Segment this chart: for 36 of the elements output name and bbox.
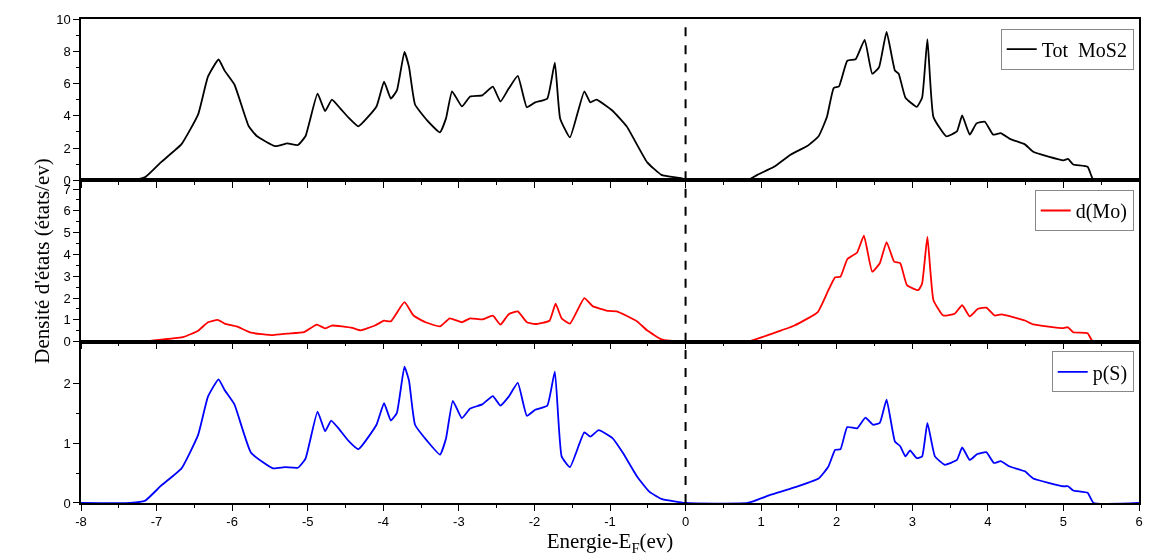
x-tick-label: 5 <box>1059 514 1068 530</box>
x-tick-label: -5 <box>301 514 314 530</box>
y-axis-title: Densité d'états (états/ev) <box>30 158 55 364</box>
y-tick-label: 2 <box>63 290 71 306</box>
x-tick-label: -7 <box>150 514 163 530</box>
x-tick-label: -3 <box>453 514 465 530</box>
x-tick-label: -1 <box>604 514 616 530</box>
x-tick-label: -8 <box>75 514 87 530</box>
x-tick-label: 4 <box>984 514 992 530</box>
y-tick-label: 10 <box>56 11 71 27</box>
y-tick-label: 6 <box>63 76 71 92</box>
line-series <box>81 365 1139 503</box>
y-tick-label: 1 <box>63 312 71 328</box>
y-tick-label: 0 <box>63 334 71 350</box>
x-tick-label: 3 <box>908 514 916 530</box>
legend-label: d(Mo) <box>1075 200 1127 224</box>
y-tick-label: 2 <box>63 140 71 156</box>
y-tick-label: 4 <box>63 247 71 263</box>
legend-label: Tot MoS2 <box>1041 38 1128 61</box>
y-tick-label: 8 <box>63 43 71 59</box>
y-tick-label: 3 <box>63 268 71 284</box>
x-tick-label: 1 <box>757 514 765 530</box>
x-tick-label: -4 <box>377 514 390 530</box>
x-axis-title: Energie-E$_{F}$(ev) <box>546 529 674 556</box>
y-tick-label: 0 <box>63 495 71 511</box>
x-tick-label: -2 <box>528 514 541 530</box>
legend-label: p(S) <box>1092 361 1128 385</box>
x-tick-label: 6 <box>1135 514 1143 530</box>
x-tick-label: -6 <box>226 514 238 530</box>
y-tick-label: 4 <box>63 108 71 124</box>
y-tick-label: 5 <box>63 225 71 241</box>
y-tick-label: 1 <box>63 435 71 451</box>
x-tick-label: 0 <box>681 514 690 530</box>
y-tick-label: 6 <box>63 203 71 219</box>
x-tick-label: 2 <box>833 514 841 530</box>
y-tick-label: 2 <box>63 376 71 392</box>
